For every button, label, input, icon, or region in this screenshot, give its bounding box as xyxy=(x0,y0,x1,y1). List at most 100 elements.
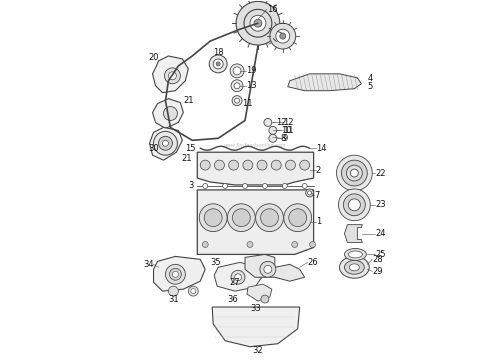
Circle shape xyxy=(247,242,253,247)
Circle shape xyxy=(263,184,268,188)
Text: 12: 12 xyxy=(283,118,294,127)
Text: 36: 36 xyxy=(227,294,238,303)
Circle shape xyxy=(235,98,240,103)
Circle shape xyxy=(236,1,280,45)
Text: 25: 25 xyxy=(375,250,386,259)
Circle shape xyxy=(202,242,208,247)
Circle shape xyxy=(346,165,362,181)
Text: 12: 12 xyxy=(276,118,286,127)
Polygon shape xyxy=(197,190,314,255)
Circle shape xyxy=(289,209,307,227)
Text: 20: 20 xyxy=(148,53,159,62)
Polygon shape xyxy=(149,127,182,160)
Text: 5: 5 xyxy=(368,82,372,91)
Text: 35: 35 xyxy=(210,258,220,267)
Circle shape xyxy=(300,160,310,170)
Polygon shape xyxy=(212,307,300,347)
Polygon shape xyxy=(152,99,183,129)
Text: 32: 32 xyxy=(253,346,263,355)
Text: 24: 24 xyxy=(375,229,386,238)
Text: 1: 1 xyxy=(316,217,321,226)
Text: 21: 21 xyxy=(183,96,194,105)
Text: 23: 23 xyxy=(375,200,386,209)
Circle shape xyxy=(215,160,224,170)
Circle shape xyxy=(261,295,269,303)
Circle shape xyxy=(308,191,312,195)
Text: 14: 14 xyxy=(316,144,326,153)
Circle shape xyxy=(234,83,240,89)
Circle shape xyxy=(209,55,227,73)
Ellipse shape xyxy=(340,256,369,278)
Text: 11: 11 xyxy=(283,126,294,135)
Circle shape xyxy=(310,242,316,247)
Circle shape xyxy=(213,59,223,69)
Circle shape xyxy=(169,286,178,296)
Polygon shape xyxy=(214,262,262,291)
Circle shape xyxy=(256,204,283,231)
Text: 19: 19 xyxy=(246,66,256,75)
Ellipse shape xyxy=(349,264,359,271)
Circle shape xyxy=(254,19,262,27)
Text: 2: 2 xyxy=(316,166,321,175)
Text: www.fordpartsonline.com: www.fordpartsonline.com xyxy=(224,143,286,148)
Circle shape xyxy=(170,268,181,280)
Text: 27: 27 xyxy=(229,278,240,287)
Circle shape xyxy=(270,23,295,49)
Circle shape xyxy=(200,160,210,170)
Text: 8: 8 xyxy=(281,134,286,143)
Circle shape xyxy=(261,209,278,227)
Circle shape xyxy=(229,160,239,170)
Circle shape xyxy=(163,140,169,146)
Circle shape xyxy=(230,64,244,78)
Circle shape xyxy=(235,274,242,281)
Circle shape xyxy=(337,155,372,191)
Circle shape xyxy=(269,134,277,142)
Circle shape xyxy=(250,15,266,31)
Circle shape xyxy=(284,204,312,231)
Circle shape xyxy=(243,160,253,170)
Circle shape xyxy=(306,189,314,197)
Circle shape xyxy=(348,199,360,211)
Circle shape xyxy=(269,126,277,134)
Circle shape xyxy=(227,204,255,231)
Circle shape xyxy=(165,68,180,84)
Circle shape xyxy=(350,169,358,177)
Circle shape xyxy=(302,184,307,188)
Text: 3: 3 xyxy=(188,181,193,190)
Text: 10: 10 xyxy=(281,126,291,135)
Circle shape xyxy=(232,209,250,227)
Circle shape xyxy=(271,160,281,170)
Circle shape xyxy=(172,271,178,277)
Ellipse shape xyxy=(344,248,367,260)
Text: 26: 26 xyxy=(308,258,319,267)
Circle shape xyxy=(222,184,227,188)
Text: 33: 33 xyxy=(250,305,261,314)
Circle shape xyxy=(282,184,287,188)
Circle shape xyxy=(244,9,272,37)
Text: 11: 11 xyxy=(242,99,252,108)
Circle shape xyxy=(191,289,196,294)
Polygon shape xyxy=(153,256,205,291)
Text: 13: 13 xyxy=(246,81,257,90)
Circle shape xyxy=(280,33,286,39)
Circle shape xyxy=(232,96,242,105)
Polygon shape xyxy=(245,255,305,281)
Circle shape xyxy=(260,261,276,277)
Circle shape xyxy=(292,242,298,247)
Text: 9: 9 xyxy=(283,134,288,143)
Circle shape xyxy=(276,29,290,43)
Circle shape xyxy=(231,270,245,284)
Circle shape xyxy=(343,194,366,216)
Circle shape xyxy=(188,286,198,296)
Circle shape xyxy=(339,189,370,221)
Polygon shape xyxy=(344,225,362,243)
Circle shape xyxy=(169,72,176,80)
Polygon shape xyxy=(288,74,361,91)
Ellipse shape xyxy=(348,251,362,258)
Circle shape xyxy=(233,67,241,75)
Circle shape xyxy=(264,118,272,126)
Circle shape xyxy=(158,136,172,150)
Text: 34: 34 xyxy=(143,260,153,269)
Polygon shape xyxy=(247,284,272,301)
Text: 29: 29 xyxy=(372,267,383,276)
